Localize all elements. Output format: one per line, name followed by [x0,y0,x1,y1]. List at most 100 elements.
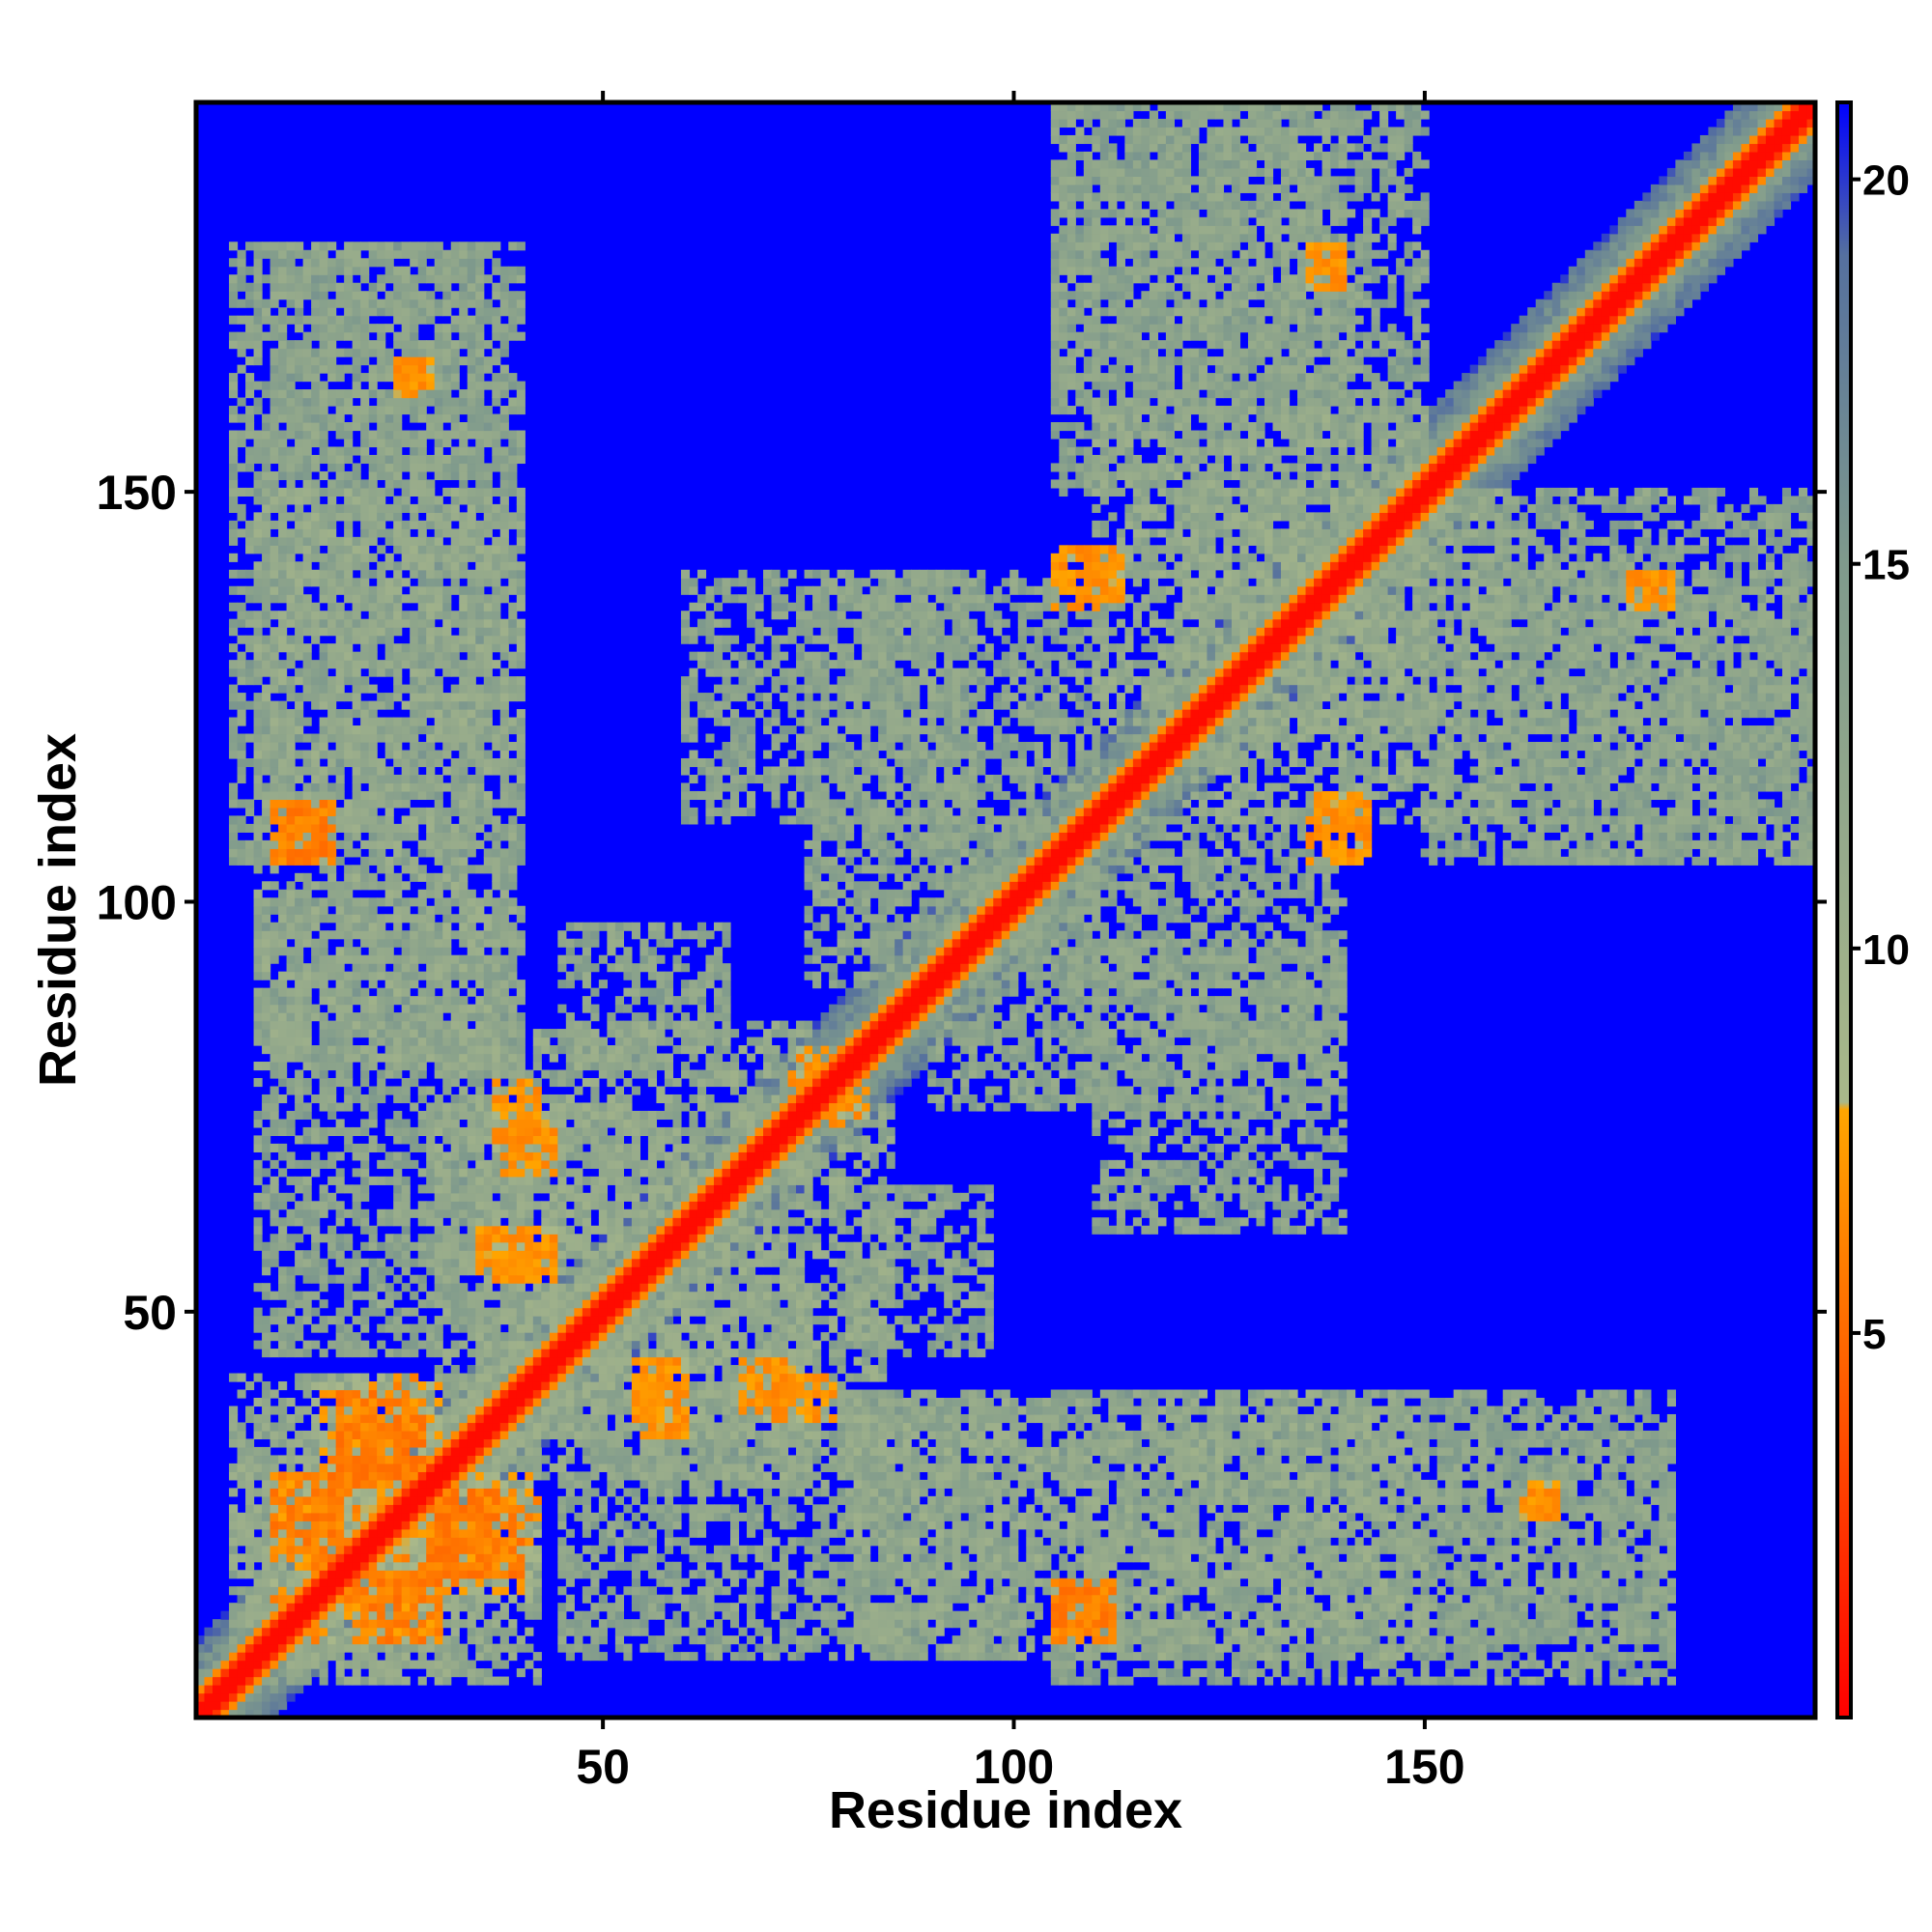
heatmap-cell [402,619,411,628]
heatmap-cell [508,824,517,833]
heatmap-cell [468,636,476,644]
heatmap-cell [295,627,303,636]
heatmap-cell [344,430,353,439]
heatmap-cell [484,1259,493,1267]
heatmap-cell [336,578,345,586]
heatmap-cell [327,1201,336,1209]
heatmap-cell [410,521,418,529]
heatmap-cell [369,668,378,677]
heatmap-cell [336,1005,345,1013]
heatmap-cell [360,1553,369,1562]
heatmap-cell [475,316,484,325]
heatmap-cell [500,512,509,521]
heatmap-cell [484,897,493,906]
heatmap-cell [492,586,500,595]
heatmap-cell [402,1021,411,1030]
heatmap-cell [393,1595,402,1604]
heatmap-cell [360,897,369,906]
heatmap-cell [278,1341,287,1350]
heatmap-cell [426,1102,435,1111]
heatmap-cell [468,1102,476,1111]
heatmap-cell [278,832,287,840]
heatmap-cell [402,406,411,414]
heatmap-cell [459,512,468,521]
heatmap-cell [402,463,411,471]
heatmap-cell [418,643,427,652]
heatmap-cell [484,693,493,701]
heatmap-cell [492,996,500,1005]
heatmap-cell [320,365,328,374]
heatmap-cell [229,1414,238,1423]
heatmap-cell [492,291,500,299]
heatmap-cell [377,1005,385,1013]
heatmap-cell [435,652,443,661]
heatmap-cell [451,1226,460,1235]
heatmap-cell [336,1045,345,1054]
heatmap-cell [402,857,411,866]
heatmap-cell [418,685,427,694]
heatmap-cell [385,1611,394,1620]
heatmap-cell [327,1242,336,1251]
heatmap-cell [238,611,246,619]
heatmap-cell [369,512,378,521]
heatmap-cell [500,1463,509,1472]
heatmap-cell [336,1349,345,1357]
heatmap-cell [475,1283,484,1292]
heatmap-cell [353,1488,361,1496]
heatmap-cell [303,980,312,988]
heatmap-cell [468,1299,476,1308]
heatmap-cell [377,1513,385,1521]
heatmap-cell [369,1480,378,1489]
heatmap-cell [303,1201,312,1209]
heatmap-cell [500,865,509,873]
heatmap-cell [303,923,312,931]
heatmap-cell [475,1513,484,1521]
heatmap-cell [311,1292,320,1300]
heatmap-cell [393,594,402,603]
heatmap-cell [262,1595,270,1604]
heatmap-cell [353,561,361,570]
heatmap-cell [213,1685,221,1693]
heatmap-cell [245,1480,254,1489]
heatmap-cell [459,1209,468,1218]
heatmap-cell [270,652,279,661]
heatmap-cell [508,382,517,390]
heatmap-cell [402,660,411,668]
heatmap-cell [475,521,484,529]
heatmap-cell [426,1021,435,1030]
heatmap-cell [377,668,385,677]
heatmap-cell [385,1054,394,1063]
heatmap-cell [254,307,263,316]
heatmap-cell [360,349,369,357]
heatmap-cell [410,554,418,562]
heatmap-cell [508,1349,517,1357]
heatmap-cell [377,734,385,743]
heatmap-cell [377,1021,385,1030]
heatmap-cell [320,586,328,595]
heatmap-cell [262,734,270,743]
heatmap-cell [385,897,394,906]
heatmap-cell [517,1431,526,1439]
heatmap-cell [435,972,443,980]
heatmap-cell [245,1504,254,1513]
heatmap-cell [229,1677,238,1686]
heatmap-cell [369,939,378,948]
heatmap-cell [468,815,476,824]
heatmap-cell [369,1045,378,1054]
heatmap-cell [508,832,517,840]
heatmap-cell [278,1275,287,1284]
heatmap-cell [295,1685,303,1693]
heatmap-cell [344,1341,353,1350]
heatmap-cell [229,1553,238,1562]
heatmap-cell [459,685,468,694]
heatmap-cell [500,332,509,341]
heatmap-cell [508,791,517,800]
heatmap-cell [418,349,427,357]
heatmap-cell [426,1184,435,1193]
heatmap-cell [336,923,345,931]
heatmap-cell [410,1012,418,1021]
heatmap-cell [311,1127,320,1136]
heatmap-cell [500,1381,509,1390]
heatmap-cell [410,947,418,955]
heatmap-cell [442,668,451,677]
